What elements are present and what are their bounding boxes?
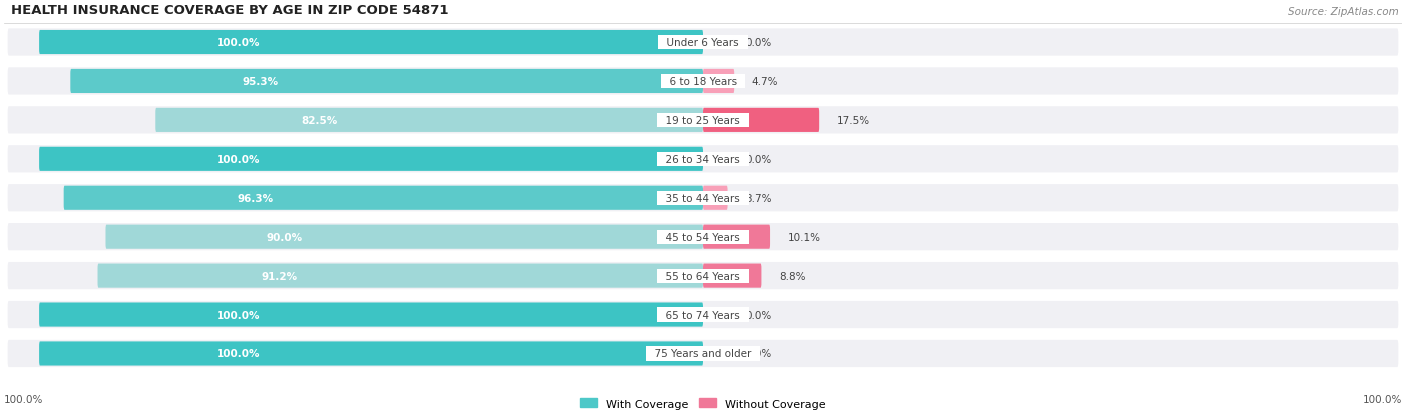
Text: 75 Years and older: 75 Years and older	[648, 349, 758, 358]
FancyBboxPatch shape	[703, 70, 734, 94]
Text: 10.1%: 10.1%	[787, 232, 821, 242]
Text: 45 to 54 Years: 45 to 54 Years	[659, 232, 747, 242]
FancyBboxPatch shape	[39, 147, 703, 171]
Text: 96.3%: 96.3%	[238, 193, 274, 203]
Text: 0.0%: 0.0%	[745, 310, 770, 320]
Text: 100.0%: 100.0%	[1362, 394, 1402, 404]
FancyBboxPatch shape	[703, 186, 727, 210]
Text: 26 to 34 Years: 26 to 34 Years	[659, 154, 747, 164]
Text: Under 6 Years: Under 6 Years	[661, 38, 745, 48]
FancyBboxPatch shape	[63, 186, 703, 210]
FancyBboxPatch shape	[105, 225, 703, 249]
Text: Source: ZipAtlas.com: Source: ZipAtlas.com	[1288, 7, 1399, 17]
Text: HEALTH INSURANCE COVERAGE BY AGE IN ZIP CODE 54871: HEALTH INSURANCE COVERAGE BY AGE IN ZIP …	[11, 4, 449, 17]
FancyBboxPatch shape	[39, 342, 703, 366]
Text: 100.0%: 100.0%	[217, 154, 260, 164]
FancyBboxPatch shape	[7, 146, 1399, 173]
FancyBboxPatch shape	[155, 109, 703, 133]
FancyBboxPatch shape	[39, 31, 703, 55]
FancyBboxPatch shape	[97, 264, 703, 288]
FancyBboxPatch shape	[7, 68, 1399, 95]
FancyBboxPatch shape	[703, 109, 820, 133]
Legend: With Coverage, Without Coverage: With Coverage, Without Coverage	[576, 394, 830, 413]
Text: 82.5%: 82.5%	[301, 116, 337, 126]
Text: 55 to 64 Years: 55 to 64 Years	[659, 271, 747, 281]
Text: 3.7%: 3.7%	[745, 193, 772, 203]
Text: 90.0%: 90.0%	[267, 232, 302, 242]
Text: 19 to 25 Years: 19 to 25 Years	[659, 116, 747, 126]
FancyBboxPatch shape	[703, 225, 770, 249]
FancyBboxPatch shape	[7, 29, 1399, 57]
Text: 91.2%: 91.2%	[262, 271, 297, 281]
FancyBboxPatch shape	[39, 303, 703, 327]
FancyBboxPatch shape	[7, 301, 1399, 328]
FancyBboxPatch shape	[7, 262, 1399, 290]
Text: 100.0%: 100.0%	[217, 310, 260, 320]
Text: 0.0%: 0.0%	[745, 38, 770, 48]
Text: 100.0%: 100.0%	[217, 349, 260, 358]
Text: 0.0%: 0.0%	[745, 349, 770, 358]
FancyBboxPatch shape	[70, 70, 703, 94]
Text: 65 to 74 Years: 65 to 74 Years	[659, 310, 747, 320]
Text: 0.0%: 0.0%	[745, 154, 770, 164]
FancyBboxPatch shape	[7, 223, 1399, 251]
FancyBboxPatch shape	[7, 107, 1399, 134]
Text: 35 to 44 Years: 35 to 44 Years	[659, 193, 747, 203]
FancyBboxPatch shape	[7, 340, 1399, 367]
Text: 100.0%: 100.0%	[4, 394, 44, 404]
Text: 17.5%: 17.5%	[837, 116, 870, 126]
Text: 100.0%: 100.0%	[217, 38, 260, 48]
FancyBboxPatch shape	[703, 264, 762, 288]
Text: 95.3%: 95.3%	[242, 77, 278, 87]
FancyBboxPatch shape	[7, 185, 1399, 212]
Text: 4.7%: 4.7%	[752, 77, 778, 87]
Text: 8.8%: 8.8%	[779, 271, 806, 281]
Text: 6 to 18 Years: 6 to 18 Years	[662, 77, 744, 87]
